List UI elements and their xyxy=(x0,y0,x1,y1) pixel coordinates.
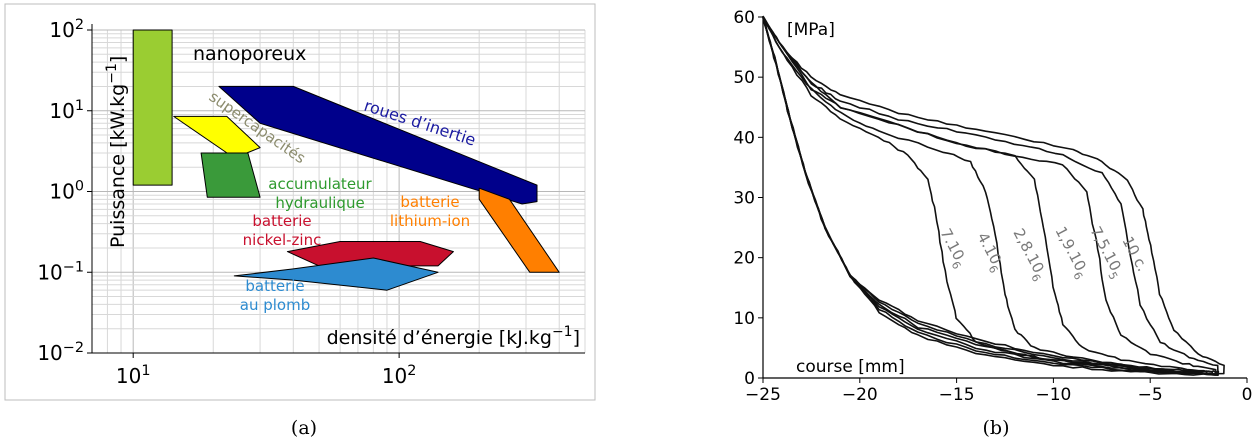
y-tick-label: 10−2 xyxy=(37,340,84,365)
x-tick-label: 102 xyxy=(382,363,417,388)
x-tick-label: −5 xyxy=(1138,385,1163,405)
y-tick-label: 100 xyxy=(49,179,84,204)
panel-b-chart: −25 −20 −15 −10 −5 0 0 10 20 30 40 50 60 [MPa] course … xyxy=(733,8,1252,405)
x-axis-label: course [mm] xyxy=(796,357,905,377)
panel-b-caption: (b) xyxy=(983,417,1010,439)
region-supercapacit-s xyxy=(173,115,261,159)
series-line xyxy=(761,16,1213,376)
panel-a-caption: (a) xyxy=(291,417,317,439)
y-tick-label: 30 xyxy=(733,189,755,209)
y-tick-label: 20 xyxy=(733,249,755,269)
y-tick-label: 10 xyxy=(733,309,755,329)
series-label: 1,9.106 xyxy=(1048,223,1093,282)
x-tick-label: −10 xyxy=(1035,385,1071,405)
x-tick-label: −20 xyxy=(842,385,878,405)
y-tick-label: 50 xyxy=(733,68,755,88)
panel-a-axes: 101 102 10−2 10−1 100 101 102 xyxy=(37,17,585,388)
panel-b-series xyxy=(761,15,1225,376)
panel-a-chart: 101 102 10−2 10−1 100 101 102 densité d’énergi… xyxy=(4,3,596,401)
region-label-line: accumulateur xyxy=(268,175,372,193)
series-label: 4.106 xyxy=(970,229,1008,275)
y-tick-label: 40 xyxy=(733,128,755,148)
region-label: nanoporeux xyxy=(193,43,306,65)
region-label-line: au plomb xyxy=(240,296,310,314)
region-label-line: hydraulique xyxy=(275,194,364,212)
y-tick-label: 102 xyxy=(49,17,84,42)
region-label-line: lithium-ion xyxy=(390,212,470,230)
region-accumulateur-hydraulique xyxy=(200,152,261,198)
series-line xyxy=(762,16,1220,376)
region-label-line: batterie xyxy=(245,277,304,295)
x-axis-label: densité d’énergie [kJ.kg−1] xyxy=(327,324,580,349)
x-tick-label: 101 xyxy=(116,363,151,388)
region-roues-d-inertie xyxy=(218,85,538,205)
region-label-line: batterie xyxy=(252,212,311,230)
series-label: 7.106 xyxy=(933,225,971,271)
region-batterie-au-plomb xyxy=(233,257,439,291)
x-tick-label: 0 xyxy=(1242,385,1253,405)
region-label-line: nickel-zinc xyxy=(243,231,322,249)
series-label: 7,5.105 xyxy=(1083,223,1128,282)
panel-a-regions xyxy=(132,29,560,291)
x-tick-label: −15 xyxy=(939,385,975,405)
y-axis-label: [MPa] xyxy=(787,20,835,40)
y-tick-label: 10−1 xyxy=(37,259,84,284)
x-tick-label: −25 xyxy=(745,385,781,405)
y-tick-label: 60 xyxy=(733,8,755,28)
series-line xyxy=(761,15,1204,376)
series-line xyxy=(762,15,1225,375)
region-batterie-lithium-ion xyxy=(478,187,560,273)
region-label-line: batterie xyxy=(400,193,459,211)
series-label: 10 c. xyxy=(1118,233,1151,274)
series-line xyxy=(762,17,1219,376)
y-tick-label: 0 xyxy=(744,369,755,389)
region-nanoporeux xyxy=(132,29,173,186)
panel-b-axes: −25 −20 −15 −10 −5 0 0 10 20 30 40 50 60 [MPa] course … xyxy=(733,8,1252,405)
y-axis-label: Puissance [kW.kg−1] xyxy=(104,56,129,248)
y-tick-label: 101 xyxy=(49,98,84,123)
